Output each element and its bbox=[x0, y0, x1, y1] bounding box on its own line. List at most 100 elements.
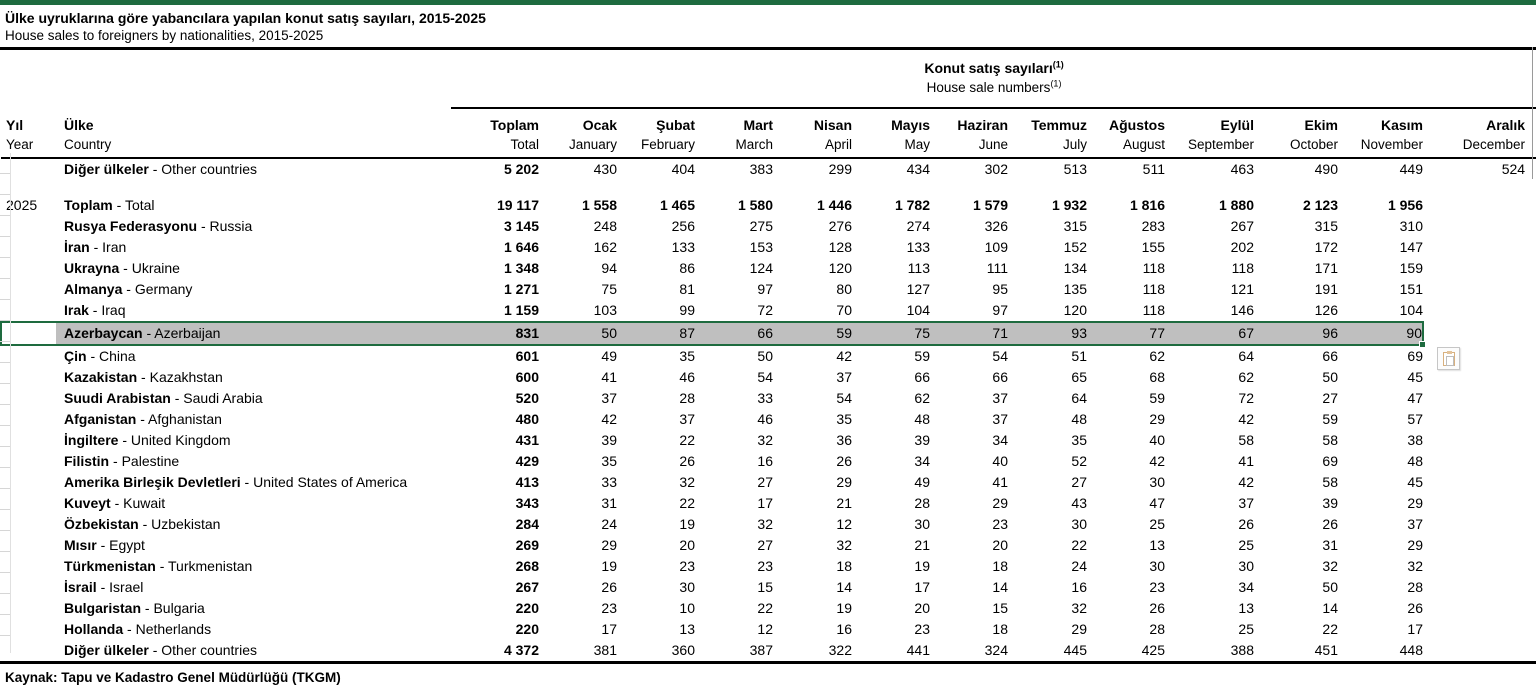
cell-value[interactable]: 28 bbox=[679, 390, 695, 406]
cell-value[interactable]: 18 bbox=[992, 621, 1008, 637]
cell-value[interactable]: 30 bbox=[679, 579, 695, 595]
cell-value[interactable]: 27 bbox=[757, 537, 773, 553]
cell-value[interactable]: 80 bbox=[836, 281, 852, 297]
cell-value[interactable]: 70 bbox=[836, 302, 852, 318]
cell-country[interactable]: İran - Iran bbox=[64, 239, 127, 255]
cell-value[interactable]: 21 bbox=[836, 495, 852, 511]
cell-value[interactable]: 513 bbox=[1063, 161, 1087, 177]
cell-value[interactable] bbox=[1423, 388, 1536, 409]
col-header-december[interactable]: Aralık December bbox=[1423, 108, 1536, 159]
cell-country[interactable]: Filistin - Palestine bbox=[64, 453, 180, 469]
cell-value[interactable]: 120 bbox=[1063, 302, 1087, 318]
cell-value[interactable]: 383 bbox=[749, 161, 773, 177]
cell-value[interactable]: 97 bbox=[992, 302, 1008, 318]
cell-value[interactable]: 22 bbox=[1071, 537, 1087, 553]
cell-value[interactable]: 26 bbox=[679, 453, 695, 469]
cell-value[interactable] bbox=[1423, 409, 1536, 430]
cell-value[interactable]: 152 bbox=[1063, 239, 1087, 255]
cell-value[interactable]: 29 bbox=[992, 495, 1008, 511]
cell-country[interactable]: Mısır - Egypt bbox=[64, 537, 145, 553]
cell-value[interactable]: 21 bbox=[914, 537, 930, 553]
cell-value[interactable]: 430 bbox=[593, 161, 617, 177]
cell-value[interactable]: 124 bbox=[749, 260, 773, 276]
cell-value[interactable]: 69 bbox=[1407, 348, 1423, 364]
cell-country[interactable]: Irak - Iraq bbox=[64, 302, 126, 318]
cell-value[interactable]: 38 bbox=[1407, 432, 1423, 448]
cell-value[interactable]: 52 bbox=[1071, 453, 1087, 469]
cell-value[interactable]: 62 bbox=[914, 390, 930, 406]
cell-value[interactable]: 14 bbox=[836, 579, 852, 595]
cell-value[interactable]: 66 bbox=[695, 321, 773, 346]
cell-value[interactable] bbox=[1423, 619, 1536, 640]
cell-value[interactable]: 326 bbox=[984, 218, 1008, 234]
cell-value[interactable]: 42 bbox=[836, 348, 852, 364]
cell-value[interactable]: 22 bbox=[679, 495, 695, 511]
cell-value[interactable]: 72 bbox=[757, 302, 773, 318]
cell-country[interactable]: Kazakistan - Kazakhstan bbox=[64, 369, 223, 385]
cell-value[interactable]: 16 bbox=[836, 621, 852, 637]
cell-value[interactable]: 202 bbox=[1230, 239, 1254, 255]
cell-value[interactable]: 30 bbox=[1238, 558, 1254, 574]
cell-value[interactable]: 64 bbox=[1071, 390, 1087, 406]
cell-total[interactable]: 268 bbox=[515, 558, 539, 574]
cell-value[interactable]: 54 bbox=[757, 369, 773, 385]
cell-value[interactable]: 66 bbox=[1322, 348, 1338, 364]
cell-value[interactable]: 310 bbox=[1399, 218, 1423, 234]
cell-value[interactable]: 15 bbox=[992, 600, 1008, 616]
cell-value[interactable] bbox=[1423, 556, 1536, 577]
cell-value[interactable]: 37 bbox=[601, 390, 617, 406]
cell-value[interactable]: 64 bbox=[1238, 348, 1254, 364]
cell-value[interactable]: 1 580 bbox=[737, 197, 773, 213]
cell-country[interactable]: Afganistan - Afghanistan bbox=[64, 411, 222, 427]
cell-value[interactable]: 26 bbox=[836, 453, 852, 469]
cell-country[interactable]: İsrail - Israel bbox=[64, 579, 144, 595]
cell-value[interactable]: 404 bbox=[671, 161, 695, 177]
cell-value[interactable]: 42 bbox=[601, 411, 617, 427]
col-header-august[interactable]: Ağustos August bbox=[1087, 108, 1165, 159]
cell-value[interactable]: 276 bbox=[828, 218, 852, 234]
cell-value[interactable]: 1 932 bbox=[1051, 197, 1087, 213]
cell-value[interactable]: 16 bbox=[757, 453, 773, 469]
cell-value[interactable]: 13 bbox=[1149, 537, 1165, 553]
paste-options-icon[interactable] bbox=[1437, 347, 1460, 370]
cell-value[interactable]: 16 bbox=[1071, 579, 1087, 595]
cell-value[interactable]: 10 bbox=[679, 600, 695, 616]
cell-value[interactable]: 99 bbox=[679, 302, 695, 318]
cell-total[interactable]: 1 159 bbox=[503, 302, 539, 318]
cell-value[interactable]: 29 bbox=[1071, 621, 1087, 637]
cell-value[interactable]: 35 bbox=[1071, 432, 1087, 448]
cell-value[interactable]: 48 bbox=[1407, 453, 1423, 469]
cell-value[interactable]: 90 bbox=[1338, 321, 1426, 348]
cell-value[interactable]: 30 bbox=[1149, 558, 1165, 574]
col-header-april[interactable]: Nisan April bbox=[773, 108, 852, 159]
cell-value[interactable]: 46 bbox=[679, 369, 695, 385]
cell-total[interactable]: 520 bbox=[515, 390, 539, 406]
cell-value[interactable]: 121 bbox=[1230, 281, 1254, 297]
cell-value[interactable]: 32 bbox=[679, 474, 695, 490]
cell-value[interactable]: 26 bbox=[1149, 600, 1165, 616]
cell-value[interactable]: 39 bbox=[1322, 495, 1338, 511]
cell-total[interactable]: 429 bbox=[515, 453, 539, 469]
cell-value[interactable] bbox=[1423, 577, 1536, 598]
cell-value[interactable]: 153 bbox=[749, 239, 773, 255]
cell-value[interactable]: 28 bbox=[1407, 579, 1423, 595]
cell-value[interactable]: 75 bbox=[601, 281, 617, 297]
cell-value[interactable]: 23 bbox=[992, 516, 1008, 532]
cell-total[interactable]: 4 372 bbox=[503, 642, 539, 658]
cell-value[interactable]: 46 bbox=[757, 411, 773, 427]
cell-country[interactable]: Bulgaristan - Bulgaria bbox=[64, 600, 205, 616]
cell-value[interactable]: 87 bbox=[617, 321, 695, 346]
cell-value[interactable]: 445 bbox=[1063, 642, 1087, 658]
cell-value[interactable]: 33 bbox=[757, 390, 773, 406]
cell-value[interactable]: 127 bbox=[906, 281, 930, 297]
cell-total[interactable]: 1 348 bbox=[503, 260, 539, 276]
cell-value[interactable]: 93 bbox=[1008, 321, 1087, 346]
cell-country[interactable]: Suudi Arabistan - Saudi Arabia bbox=[64, 390, 263, 406]
cell-value[interactable]: 31 bbox=[1322, 537, 1338, 553]
cell-value[interactable]: 86 bbox=[679, 260, 695, 276]
cell-value[interactable]: 1 956 bbox=[1387, 197, 1423, 213]
cell-value[interactable]: 29 bbox=[601, 537, 617, 553]
cell-total[interactable]: 343 bbox=[515, 495, 539, 511]
cell-value[interactable]: 50 bbox=[757, 348, 773, 364]
cell-value[interactable]: 511 bbox=[1142, 161, 1165, 177]
